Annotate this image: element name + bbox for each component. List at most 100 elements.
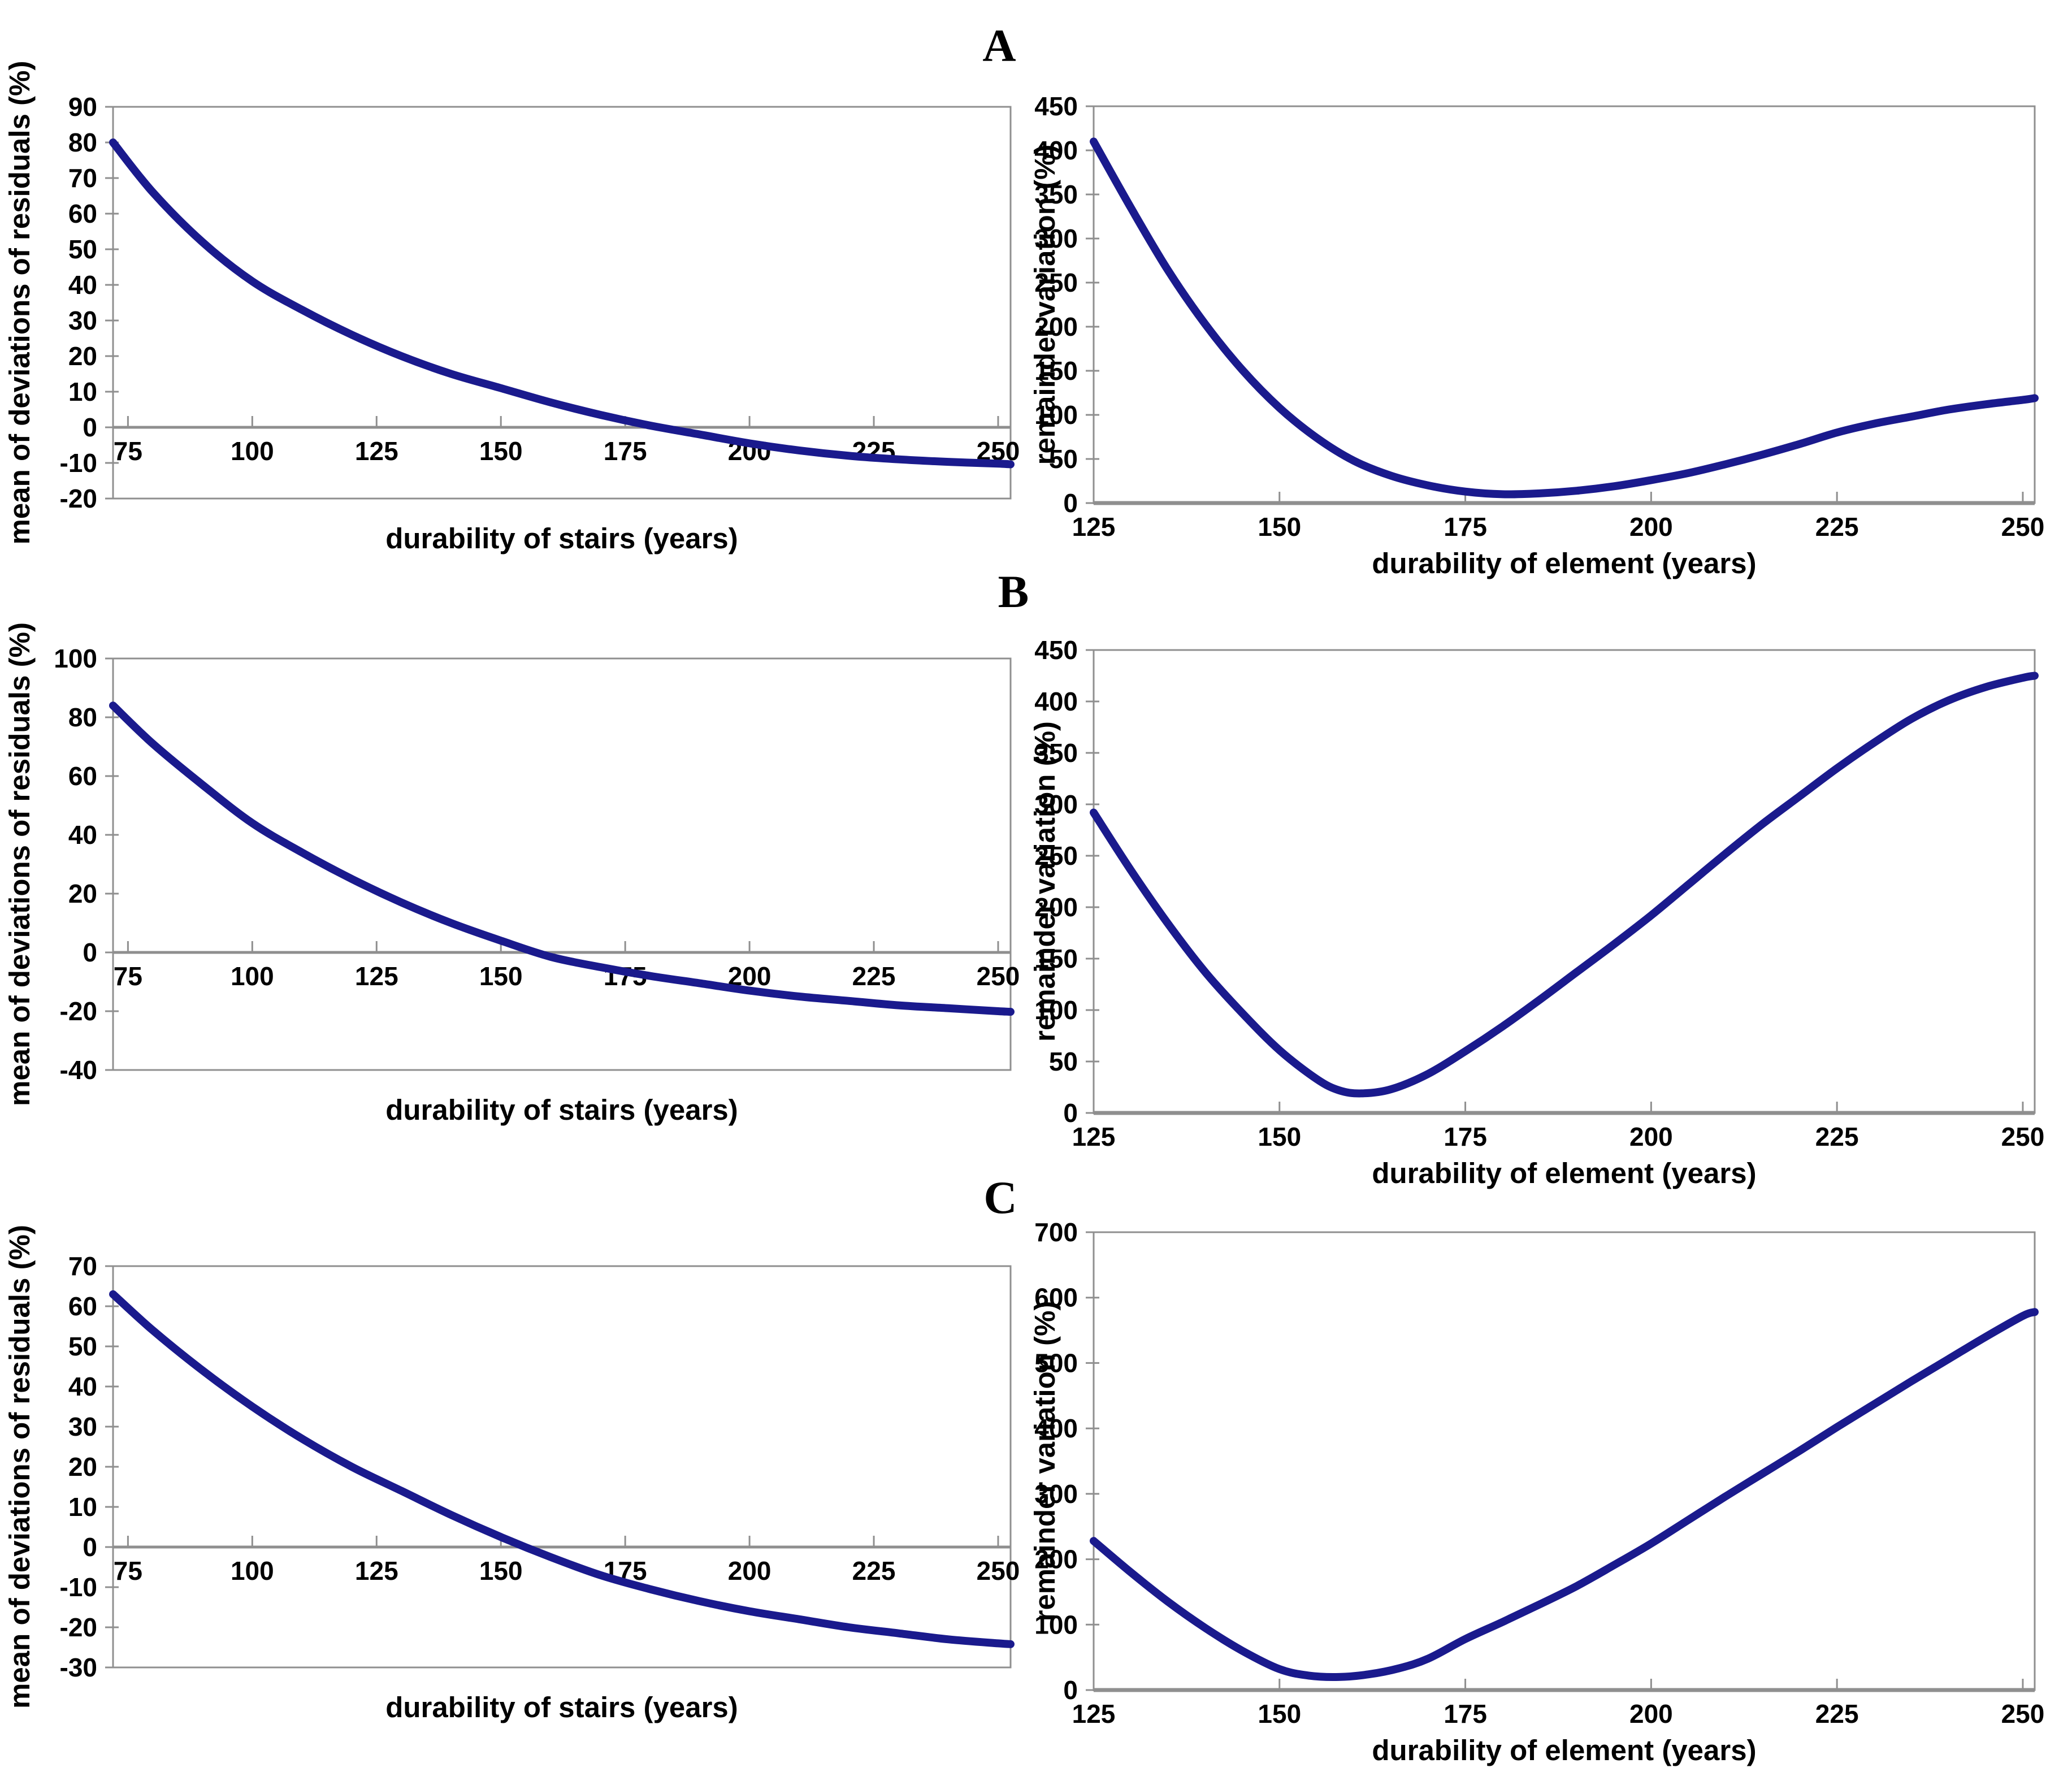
ytick-label: 500 [1034,1348,1078,1377]
xtick-label: 150 [479,1556,523,1585]
ylabel-c-left: mean of deviations of residuals (%) [3,1225,36,1709]
xtick-label: 150 [479,961,523,991]
xtick-label: 75 [114,436,142,466]
xtick-label: 100 [231,436,274,466]
ytick-label: 60 [68,761,97,791]
ytick-label: 400 [1034,687,1078,716]
ytick-label: -30 [60,1653,97,1682]
ytick-label: 20 [68,879,97,908]
xlabel-c-left: durability of stairs (years) [385,1691,738,1723]
ytick-label: 90 [68,92,97,122]
ytick-label: -10 [60,1572,97,1602]
curve-c-left [109,1290,1015,1648]
ytick-label: 30 [68,306,97,335]
curve-a-left [109,138,1015,469]
xtick-label: 150 [1258,1122,1301,1151]
ytick-label: -40 [60,1055,97,1085]
xtick-label: 100 [231,1556,274,1585]
ytick-label: -20 [60,484,97,513]
ytick-label: 300 [1034,790,1078,819]
xtick-label: 200 [728,1556,771,1585]
ytick-label: 200 [1034,312,1078,341]
ytick-label: 50 [1049,1047,1078,1076]
xtick-label: 225 [852,1556,896,1585]
xtick-label: 150 [479,436,523,466]
xtick-label: 225 [1815,512,1859,541]
ytick-label: 30 [68,1412,97,1441]
ytick-label: 60 [68,1292,97,1321]
xtick-label: 250 [977,1556,1020,1585]
chart-c-right: 0 100 200 300 400 500 600 700 125 150 175 200 225 250… [1029,1218,2044,1766]
xlabel-b-left: durability of stairs (years) [385,1094,738,1126]
curve-b-right [1090,671,2039,1098]
xtick-label: 100 [231,961,274,991]
ytick-label: 80 [68,128,97,157]
ytick-label: 150 [1034,356,1078,385]
ytick-label: 0 [83,938,97,967]
ytick-label: 100 [54,644,97,673]
ytick-label: 150 [1034,944,1078,973]
ytick-label: 400 [1034,136,1078,165]
ytick-label: 40 [68,1372,97,1401]
ytick-label: 0 [83,1532,97,1562]
ytick-label: 50 [1049,444,1078,474]
xtick-label: 125 [355,1556,398,1585]
xtick-label: 75 [114,1556,142,1585]
ytick-label: 20 [68,1452,97,1481]
xtick-label: 175 [1444,512,1487,541]
xtick-label: 175 [604,436,647,466]
xtick-label: 125 [1072,1699,1116,1728]
ytick-label: 450 [1034,635,1078,665]
xtick-label: 150 [1258,1699,1301,1728]
ytick-label: 400 [1034,1414,1078,1443]
ytick-label: 200 [1034,1545,1078,1574]
ylabel-c-right: remainder variation (%) [1029,1301,1061,1622]
panel-label-c: C [983,1172,1017,1223]
ytick-label: 300 [1034,224,1078,253]
ytick-label: 40 [68,820,97,850]
xtick-label: 175 [1444,1699,1487,1728]
chart-a-right: 0 50 100 150 200 250 300 350 400 450 125 150 175 200 2… [1029,92,2044,579]
ytick-label: 100 [1034,995,1078,1025]
ytick-label: 0 [1063,1675,1078,1705]
xlabel-a-left: durability of stairs (years) [385,522,738,554]
ytick-label: 10 [68,377,97,406]
xtick-label: 250 [2001,512,2045,541]
xtick-label: 125 [355,436,398,466]
ytick-label: -10 [60,448,97,478]
xtick-label: 200 [1629,1122,1673,1151]
curve-c-right [1090,1308,2039,1681]
ytick-label: 10 [68,1492,97,1522]
xtick-label: 225 [1815,1699,1859,1728]
xtick-label: 250 [2001,1122,2045,1151]
ytick-label: 0 [1063,1098,1078,1128]
ytick-label: 450 [1034,92,1078,121]
ylabel-b-left: mean of deviations of residuals (%) [3,622,36,1106]
curve-a-right [1090,137,2039,499]
panel-label-b: B [998,566,1029,617]
ytick-label: 100 [1034,1610,1078,1639]
xtick-label: 175 [1444,1122,1487,1151]
xtick-label: 125 [1072,512,1116,541]
ytick-label: -20 [60,1613,97,1642]
xtick-label: 125 [1072,1122,1116,1151]
ylabel-a-right: remainder variation (%) [1029,145,1061,465]
ytick-label: 70 [68,163,97,193]
ytick-label: 200 [1034,893,1078,922]
ytick-label: 350 [1034,738,1078,768]
xtick-label: 225 [1815,1122,1859,1151]
ytick-label: 40 [68,270,97,300]
xtick-label: 125 [355,961,398,991]
ytick-label: 80 [68,703,97,732]
ytick-label: 250 [1034,841,1078,870]
ytick-label: 0 [1063,488,1078,518]
xlabel-a-right: durability of element (years) [1372,547,1756,579]
ytick-label: 350 [1034,180,1078,209]
xtick-label: 75 [114,961,142,991]
xtick-label: 225 [852,961,896,991]
ytick-label: 600 [1034,1283,1078,1312]
